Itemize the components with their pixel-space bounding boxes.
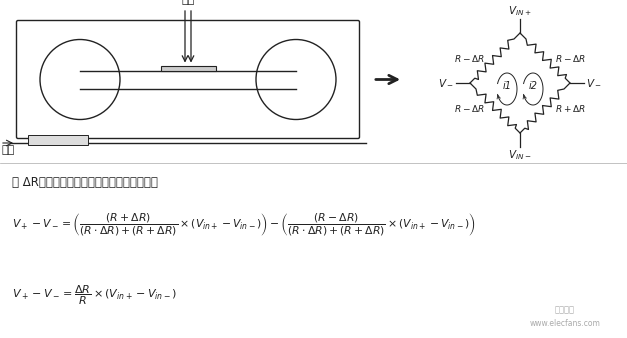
Text: www.elecfans.com: www.elecfans.com [530,318,601,328]
Text: $V_-$: $V_-$ [438,78,454,88]
Text: $R+\Delta R$: $R+\Delta R$ [555,102,586,114]
Text: $V_+-V_-=\left(\dfrac{(R+\Delta R)}{(R\cdot\Delta R)+(R+\Delta R)}\times(V_{in+}: $V_+-V_-=\left(\dfrac{(R+\Delta R)}{(R\c… [12,212,476,238]
Text: 压力: 压力 [181,0,194,5]
Text: 此 ΔR的变化量产生在讯号两端的电压变化为: 此 ΔR的变化量产生在讯号两端的电压变化为 [12,176,158,189]
Text: $V_-$: $V_-$ [586,78,602,88]
Text: $R-\Delta R$: $R-\Delta R$ [555,52,586,64]
Text: $R-\Delta R$: $R-\Delta R$ [454,102,485,114]
Text: $R-\Delta R$: $R-\Delta R$ [454,52,485,64]
Bar [161,66,216,71]
Text: i2: i2 [529,81,537,91]
Bar [28,135,88,145]
Text: i1: i1 [502,81,512,91]
Text: $V_+-V_-=\dfrac{\Delta R}{R}\times(V_{in+}-V_{in-})$: $V_+-V_-=\dfrac{\Delta R}{R}\times(V_{in… [12,283,177,307]
Text: 支点: 支点 [2,145,15,155]
Text: 电子发烧: 电子发烧 [555,306,575,314]
Text: $V_{IN+}$: $V_{IN+}$ [508,4,532,18]
Text: $V_{IN-}$: $V_{IN-}$ [508,148,532,162]
FancyBboxPatch shape [16,21,359,139]
